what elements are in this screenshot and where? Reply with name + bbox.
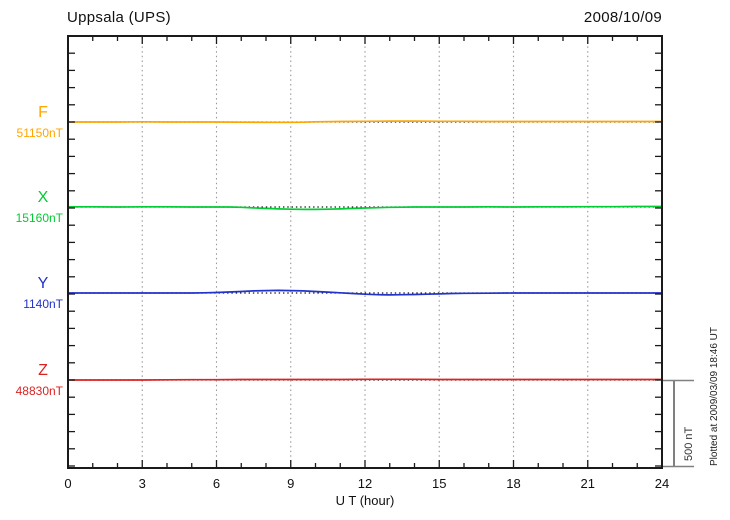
trace-Z (67, 378, 663, 381)
station-title: Uppsala (UPS) (67, 9, 171, 26)
x-tick-label-12: 12 (357, 476, 373, 491)
trace-Y (67, 289, 663, 296)
x-tick-label-9: 9 (287, 476, 295, 491)
component-value-x: 15160nT (15, 211, 63, 225)
x-tick-label-0: 0 (64, 476, 72, 491)
x-tick-label-3: 3 (138, 476, 146, 491)
plotted-at-footnote: Plotted at 2009/03/09 18:46 UT (709, 327, 720, 466)
component-label-x: X (37, 189, 49, 206)
x-tick-label-24: 24 (654, 476, 670, 491)
x-axis-label: U T (hour) (335, 493, 395, 508)
component-label-f: F (38, 104, 48, 121)
trace-F (67, 120, 663, 124)
component-value-f: 51150nT (16, 126, 63, 140)
x-tick-label-15: 15 (432, 476, 447, 491)
trace-X (67, 205, 663, 211)
component-value-y: 1140nT (23, 297, 63, 311)
component-label-z: Z (38, 362, 48, 379)
component-label-y: Y (37, 275, 49, 292)
plot-date: 2008/10/09 (583, 9, 662, 26)
plot-frame (67, 35, 663, 469)
x-tick-label-21: 21 (580, 476, 595, 491)
component-value-z: 48830nT (15, 384, 63, 398)
scale-bar-label: 500 nT (683, 426, 695, 461)
x-tick-label-18: 18 (506, 476, 521, 491)
x-tick-label-6: 6 (212, 476, 221, 491)
